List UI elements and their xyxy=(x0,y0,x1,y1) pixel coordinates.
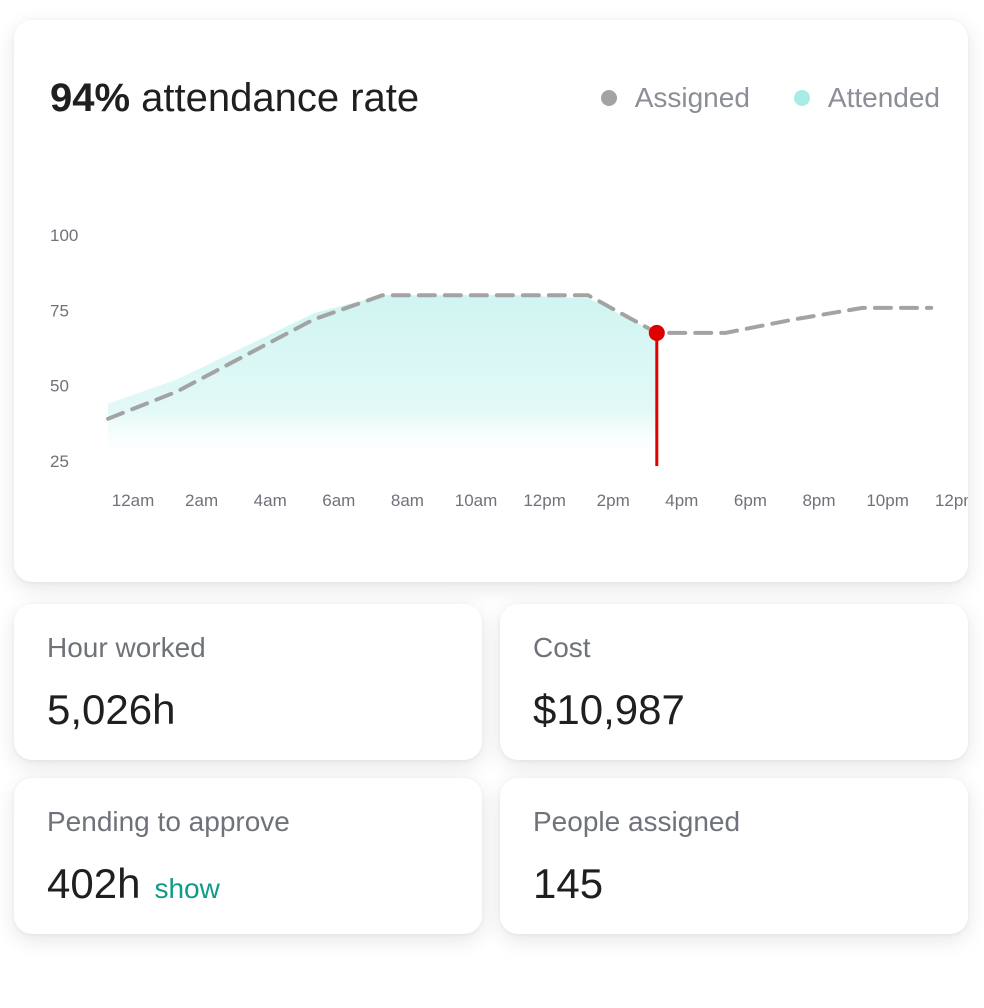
stat-card-pending-approval: Pending to approve 402h show xyxy=(14,778,482,934)
x-tick-label: 12pm xyxy=(935,491,968,510)
stat-label: Cost xyxy=(533,632,591,663)
x-tick-label: 12am xyxy=(112,491,155,510)
x-tick-label: 2pm xyxy=(597,491,630,510)
chart-legend: Assigned Attended xyxy=(600,82,940,114)
attended-area xyxy=(108,295,657,461)
legend-label-assigned: Assigned xyxy=(634,82,750,113)
x-tick-label: 4pm xyxy=(665,491,698,510)
stat-label: People assigned xyxy=(533,806,741,837)
x-tick-label: 2am xyxy=(185,491,218,510)
y-tick-label: 50 xyxy=(50,377,69,396)
attended-dot-icon xyxy=(793,90,810,106)
stat-value: 5,026h xyxy=(47,686,176,733)
stat-card-hours-worked: Hour worked 5,026h xyxy=(14,604,482,760)
stat-value: 402h xyxy=(47,860,141,907)
stat-card-cost: Cost $10,987 xyxy=(500,604,968,760)
x-tick-label: 4am xyxy=(254,491,287,510)
attendance-rate-value: 94% xyxy=(50,76,131,120)
x-tick-label: 8pm xyxy=(802,491,835,510)
stat-card-people-assigned: People assigned 145 xyxy=(500,778,968,934)
y-tick-label: 75 xyxy=(50,301,69,320)
x-tick-label: 6am xyxy=(322,491,355,510)
x-tick-label: 12pm xyxy=(523,491,566,510)
x-tick-label: 8am xyxy=(391,491,424,510)
legend-item-assigned: Assigned xyxy=(600,82,750,114)
current-time-marker-dot[interactable] xyxy=(648,324,665,341)
legend-item-attended: Attended xyxy=(793,82,940,114)
y-tick-label: 25 xyxy=(50,452,69,471)
x-tick-label: 10pm xyxy=(866,491,909,510)
assigned-dot-icon xyxy=(600,90,617,106)
chart-title: 94% attendance rate xyxy=(50,76,419,120)
x-tick-label: 6pm xyxy=(734,491,767,510)
stat-value: 145 xyxy=(533,860,604,907)
attendance-line-chart: 100 75 50 25 12am 2am 4am 6am 8am 10am 12pm 2pm 4pm 6… xyxy=(50,226,968,510)
y-tick-label: 100 xyxy=(50,226,78,245)
stat-label: Pending to approve xyxy=(47,806,290,837)
attendance-chart-card: 94% attendance rate Assigned Attended 10… xyxy=(14,20,968,582)
stat-value-row: 402h show xyxy=(47,860,220,908)
stat-value: $10,987 xyxy=(533,686,685,733)
x-tick-label: 10am xyxy=(455,491,498,510)
legend-label-attended: Attended xyxy=(827,82,940,113)
attendance-rate-label: attendance rate xyxy=(130,76,420,120)
stat-label: Hour worked xyxy=(47,632,206,663)
show-link[interactable]: show xyxy=(154,873,220,904)
